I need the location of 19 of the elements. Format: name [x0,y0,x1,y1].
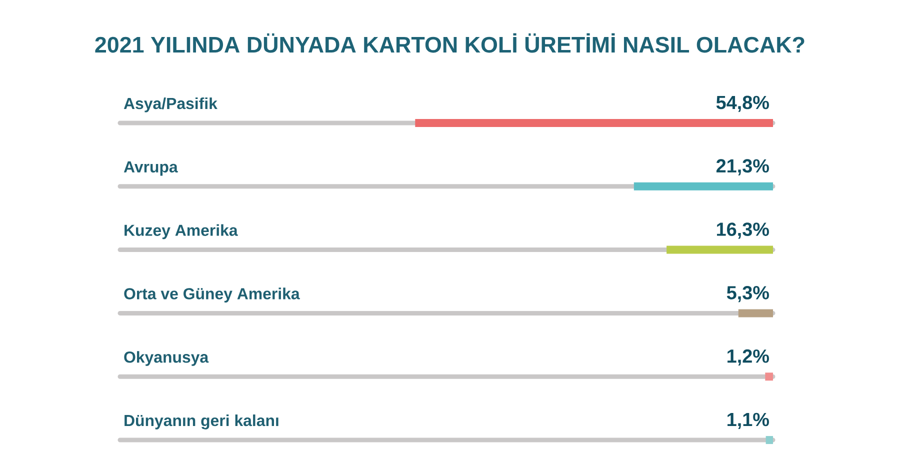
data-label: 16,3% [716,222,769,239]
y-tick-label: Orta ve Güney Amerika [124,288,300,303]
y-tick-label: Asya/Pasifik [124,97,218,112]
y-tick-label: Okyanusya [124,351,209,366]
data-label: 54,8% [716,96,769,112]
data-label: 5,3% [726,286,769,302]
y-tick-label: Avrupa [124,161,178,176]
chart-title: 2021 YILINDA DÜNYADA KARTON KOLİ ÜRETİMİ NASIL OLACAK? [95,33,804,53]
data-label: 1,1% [728,412,769,429]
y-tick-label: Kuzey Amerika [124,224,238,240]
data-label: 21,3% [716,159,769,176]
bar [738,309,773,318]
data-label: 1,2% [728,349,769,366]
y-tick-label: Dünyanın geri kalanı [124,414,278,430]
bar [415,118,773,127]
bar [666,246,773,254]
bar [766,436,773,444]
bar [634,182,773,190]
bar [765,372,773,381]
